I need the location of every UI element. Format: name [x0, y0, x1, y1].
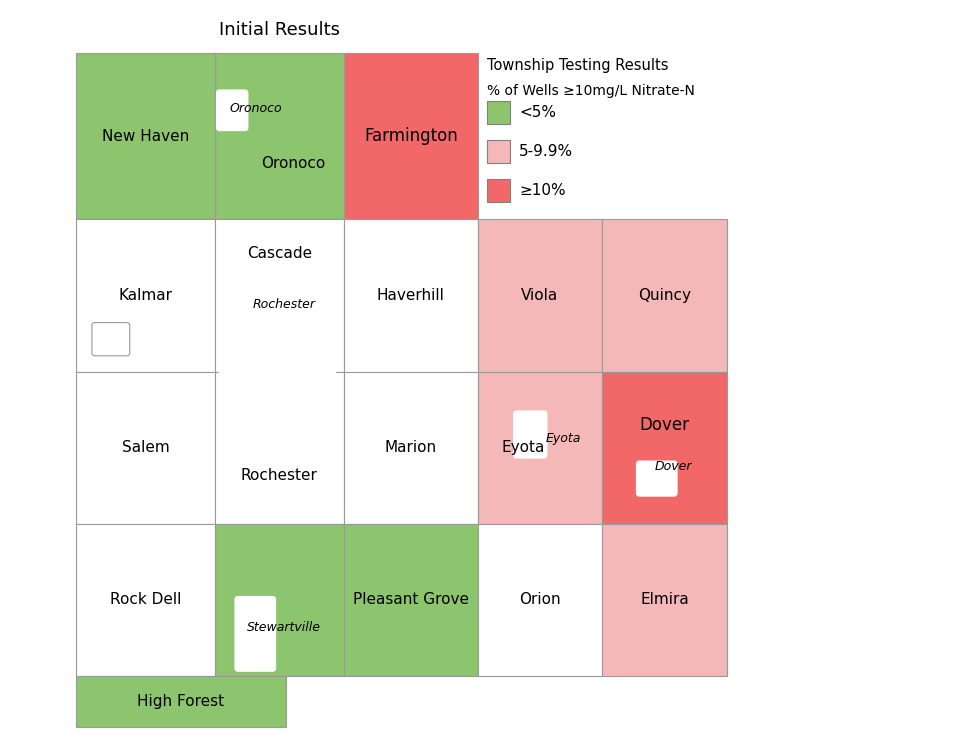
Text: Pleasant Grove: Pleasant Grove — [352, 592, 468, 608]
Bar — [487, 178, 510, 201]
Text: Quincy: Quincy — [638, 288, 691, 303]
Text: ≥10%: ≥10% — [519, 183, 565, 198]
Bar — [487, 140, 510, 163]
Text: 5-9.9%: 5-9.9% — [519, 144, 573, 159]
Text: Dover: Dover — [655, 460, 692, 473]
Bar — [602, 524, 727, 676]
Bar — [487, 101, 510, 124]
Bar — [478, 372, 602, 524]
Text: Farmington: Farmington — [364, 127, 458, 145]
Text: Rock Dell: Rock Dell — [109, 592, 181, 608]
FancyBboxPatch shape — [636, 461, 677, 496]
Text: Marion: Marion — [385, 440, 437, 455]
Bar — [76, 524, 215, 676]
Bar — [215, 53, 344, 219]
Text: Eyota: Eyota — [502, 440, 545, 455]
Bar — [344, 53, 478, 219]
Text: Township Testing Results: Township Testing Results — [487, 58, 668, 73]
Bar — [344, 372, 478, 524]
FancyBboxPatch shape — [217, 90, 248, 131]
Text: Haverhill: Haverhill — [377, 288, 444, 303]
Bar — [344, 524, 478, 676]
Bar — [215, 524, 344, 676]
Bar — [215, 219, 344, 372]
Bar — [76, 219, 215, 372]
Bar — [76, 676, 286, 727]
Text: Orion: Orion — [519, 592, 561, 608]
FancyBboxPatch shape — [514, 411, 547, 458]
Text: Cascade: Cascade — [247, 247, 312, 262]
Text: Salem: Salem — [122, 440, 169, 455]
Text: New Haven: New Haven — [102, 129, 189, 143]
Bar — [76, 372, 215, 524]
Text: Kalmar: Kalmar — [118, 288, 173, 303]
Text: % of Wells ≥10mg/L Nitrate-N: % of Wells ≥10mg/L Nitrate-N — [487, 83, 695, 97]
Bar — [344, 219, 478, 372]
Bar — [602, 219, 727, 372]
Bar — [478, 524, 602, 676]
Text: Viola: Viola — [521, 288, 559, 303]
Text: <5%: <5% — [519, 105, 556, 120]
Text: Initial Results: Initial Results — [219, 22, 340, 39]
Text: Dover: Dover — [639, 415, 689, 434]
Text: Elmira: Elmira — [640, 592, 689, 608]
Text: Rochester: Rochester — [252, 298, 316, 311]
Text: Oronoco: Oronoco — [261, 156, 325, 172]
Text: Oronoco: Oronoco — [229, 102, 282, 115]
Bar — [478, 219, 602, 372]
Text: Rochester: Rochester — [241, 468, 318, 483]
Text: Eyota: Eyota — [545, 432, 581, 445]
Bar — [215, 372, 344, 524]
FancyBboxPatch shape — [235, 597, 276, 671]
FancyBboxPatch shape — [219, 291, 336, 517]
Text: High Forest: High Forest — [137, 694, 225, 709]
Text: Stewartville: Stewartville — [247, 621, 321, 634]
Bar — [76, 53, 215, 219]
FancyBboxPatch shape — [92, 322, 130, 356]
Bar — [602, 372, 727, 524]
